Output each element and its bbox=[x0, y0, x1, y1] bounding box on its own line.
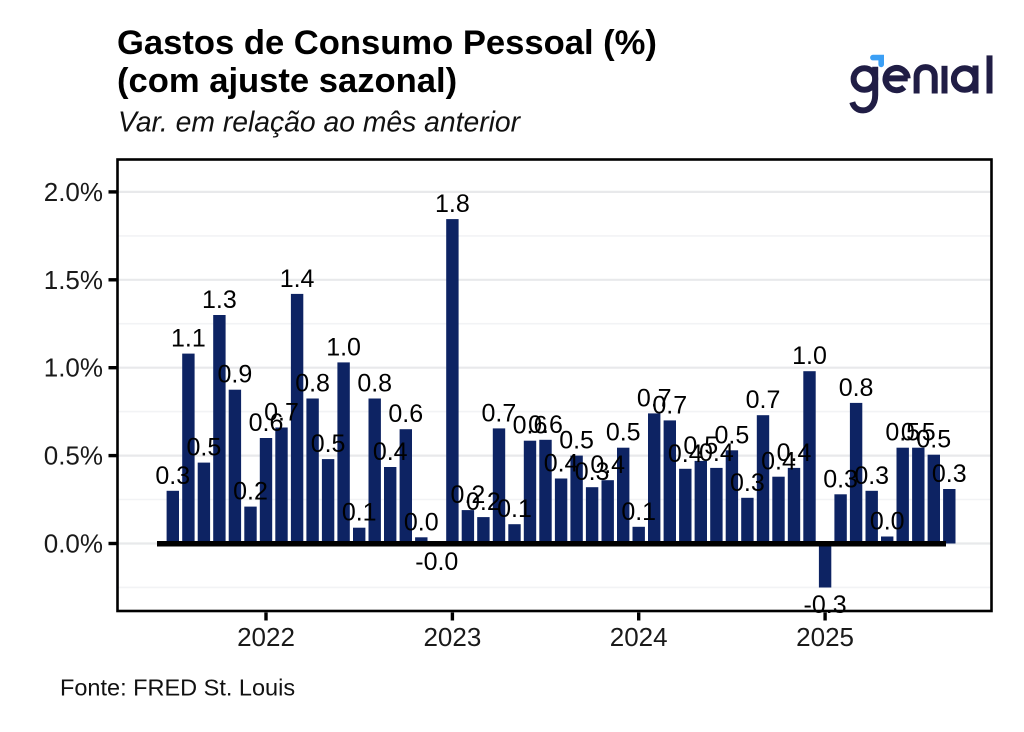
svg-text:0.5: 0.5 bbox=[885, 419, 920, 447]
svg-text:0.1: 0.1 bbox=[621, 498, 656, 526]
svg-text:0.3: 0.3 bbox=[730, 469, 765, 497]
svg-text:1.5%: 1.5% bbox=[44, 265, 103, 295]
svg-text:1.0: 1.0 bbox=[792, 342, 827, 370]
svg-text:Gastos de Consumo Pessoal (%): Gastos de Consumo Pessoal (%) bbox=[117, 24, 657, 62]
svg-text:1.3: 1.3 bbox=[202, 286, 237, 314]
svg-text:0.5: 0.5 bbox=[916, 426, 951, 454]
svg-text:0.1: 0.1 bbox=[497, 495, 532, 523]
svg-text:0.4: 0.4 bbox=[668, 440, 703, 468]
svg-text:0.5: 0.5 bbox=[683, 432, 718, 460]
svg-text:0.5: 0.5 bbox=[715, 421, 750, 449]
svg-text:1.8: 1.8 bbox=[435, 190, 470, 218]
svg-text:0.5: 0.5 bbox=[901, 419, 936, 447]
svg-text:0.8: 0.8 bbox=[839, 374, 874, 402]
svg-text:0.2: 0.2 bbox=[466, 488, 501, 516]
svg-text:-0.3: -0.3 bbox=[804, 591, 847, 619]
svg-text:-0.0: -0.0 bbox=[415, 548, 458, 576]
svg-text:0.6: 0.6 bbox=[249, 409, 284, 437]
svg-text:0.4: 0.4 bbox=[373, 438, 408, 466]
svg-text:Fonte: FRED St. Louis: Fonte: FRED St. Louis bbox=[60, 675, 295, 701]
svg-text:0.6: 0.6 bbox=[513, 412, 548, 440]
svg-text:0.4: 0.4 bbox=[544, 450, 579, 478]
svg-text:1.0%: 1.0% bbox=[44, 353, 103, 383]
svg-text:0.9: 0.9 bbox=[218, 361, 253, 389]
svg-text:0.4: 0.4 bbox=[777, 439, 812, 467]
svg-text:0.4: 0.4 bbox=[699, 439, 734, 467]
svg-text:0.5: 0.5 bbox=[559, 427, 594, 455]
svg-text:0.3: 0.3 bbox=[575, 458, 610, 486]
svg-text:0.6: 0.6 bbox=[388, 400, 423, 428]
svg-text:0.6: 0.6 bbox=[528, 411, 563, 439]
svg-text:0.2: 0.2 bbox=[451, 481, 486, 509]
svg-text:2024: 2024 bbox=[610, 622, 668, 652]
svg-text:0.7: 0.7 bbox=[482, 399, 517, 427]
svg-text:0.0%: 0.0% bbox=[44, 529, 103, 559]
svg-text:0.5: 0.5 bbox=[311, 430, 346, 458]
svg-text:0.0: 0.0 bbox=[404, 508, 439, 536]
svg-text:0.5: 0.5 bbox=[606, 419, 641, 447]
svg-text:0.3: 0.3 bbox=[155, 462, 190, 490]
svg-text:0.4: 0.4 bbox=[761, 448, 796, 476]
svg-text:0.8: 0.8 bbox=[357, 370, 392, 398]
svg-text:0.2: 0.2 bbox=[233, 478, 268, 506]
svg-text:0.3: 0.3 bbox=[854, 462, 889, 490]
svg-text:0.7: 0.7 bbox=[746, 386, 781, 414]
svg-text:0.8: 0.8 bbox=[295, 370, 330, 398]
svg-text:0.5%: 0.5% bbox=[44, 441, 103, 471]
svg-text:0.1: 0.1 bbox=[342, 499, 377, 527]
svg-text:0.4: 0.4 bbox=[590, 451, 625, 479]
svg-text:1.0: 1.0 bbox=[326, 333, 361, 361]
svg-text:2025: 2025 bbox=[796, 622, 854, 652]
svg-text:0.7: 0.7 bbox=[637, 384, 672, 412]
svg-text:0.7: 0.7 bbox=[264, 399, 299, 427]
svg-text:Var. em relação ao mês anterio: Var. em relação ao mês anterior bbox=[118, 106, 522, 138]
svg-text:(com ajuste sazonal): (com ajuste sazonal) bbox=[117, 62, 457, 100]
svg-text:0.5: 0.5 bbox=[187, 434, 222, 462]
svg-text:1.4: 1.4 bbox=[280, 265, 315, 293]
svg-text:2023: 2023 bbox=[423, 622, 481, 652]
svg-text:0.0: 0.0 bbox=[870, 508, 905, 536]
svg-text:2.0%: 2.0% bbox=[44, 177, 103, 207]
svg-text:0.3: 0.3 bbox=[823, 465, 858, 493]
svg-text:0.7: 0.7 bbox=[652, 391, 687, 419]
svg-text:2022: 2022 bbox=[237, 622, 295, 652]
svg-text:1.1: 1.1 bbox=[171, 325, 206, 353]
svg-text:0.3: 0.3 bbox=[932, 460, 967, 488]
